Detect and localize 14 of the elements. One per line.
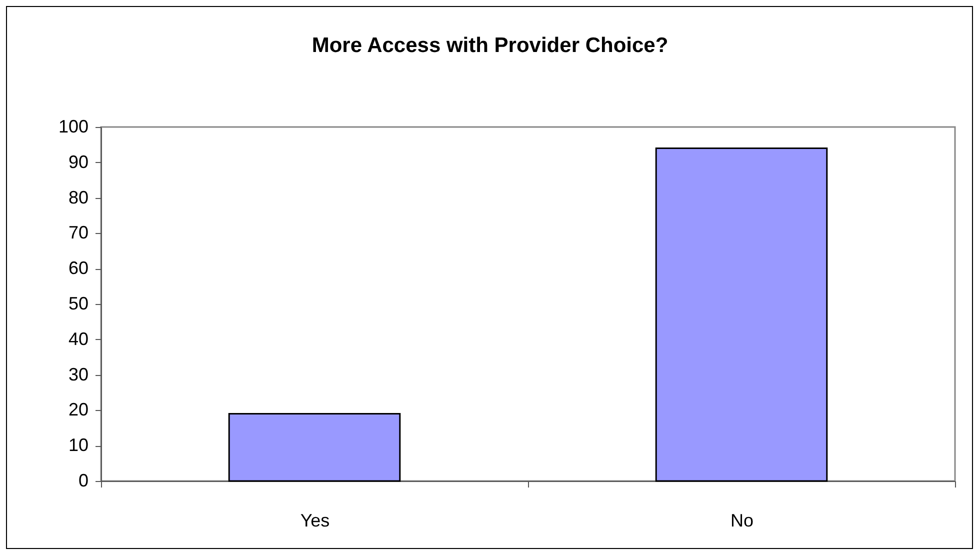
x-tick-label: No [730,510,754,530]
y-tick-label: 20 [68,400,88,420]
y-tick-label: 30 [68,364,88,384]
y-tick-label: 50 [68,294,88,314]
y-tick-label: 10 [68,435,88,456]
x-tick-label: Yes [300,510,330,530]
y-tick-label: 0 [78,470,88,490]
y-tick-label: 60 [68,258,88,278]
chart-title: More Access with Provider Choice? [312,34,668,57]
y-tick-label: 70 [68,222,88,243]
y-tick-label: 40 [68,328,88,349]
y-tick-label: 100 [58,116,88,136]
y-tick-label: 80 [68,187,88,208]
y-tick-label: 90 [68,152,88,172]
